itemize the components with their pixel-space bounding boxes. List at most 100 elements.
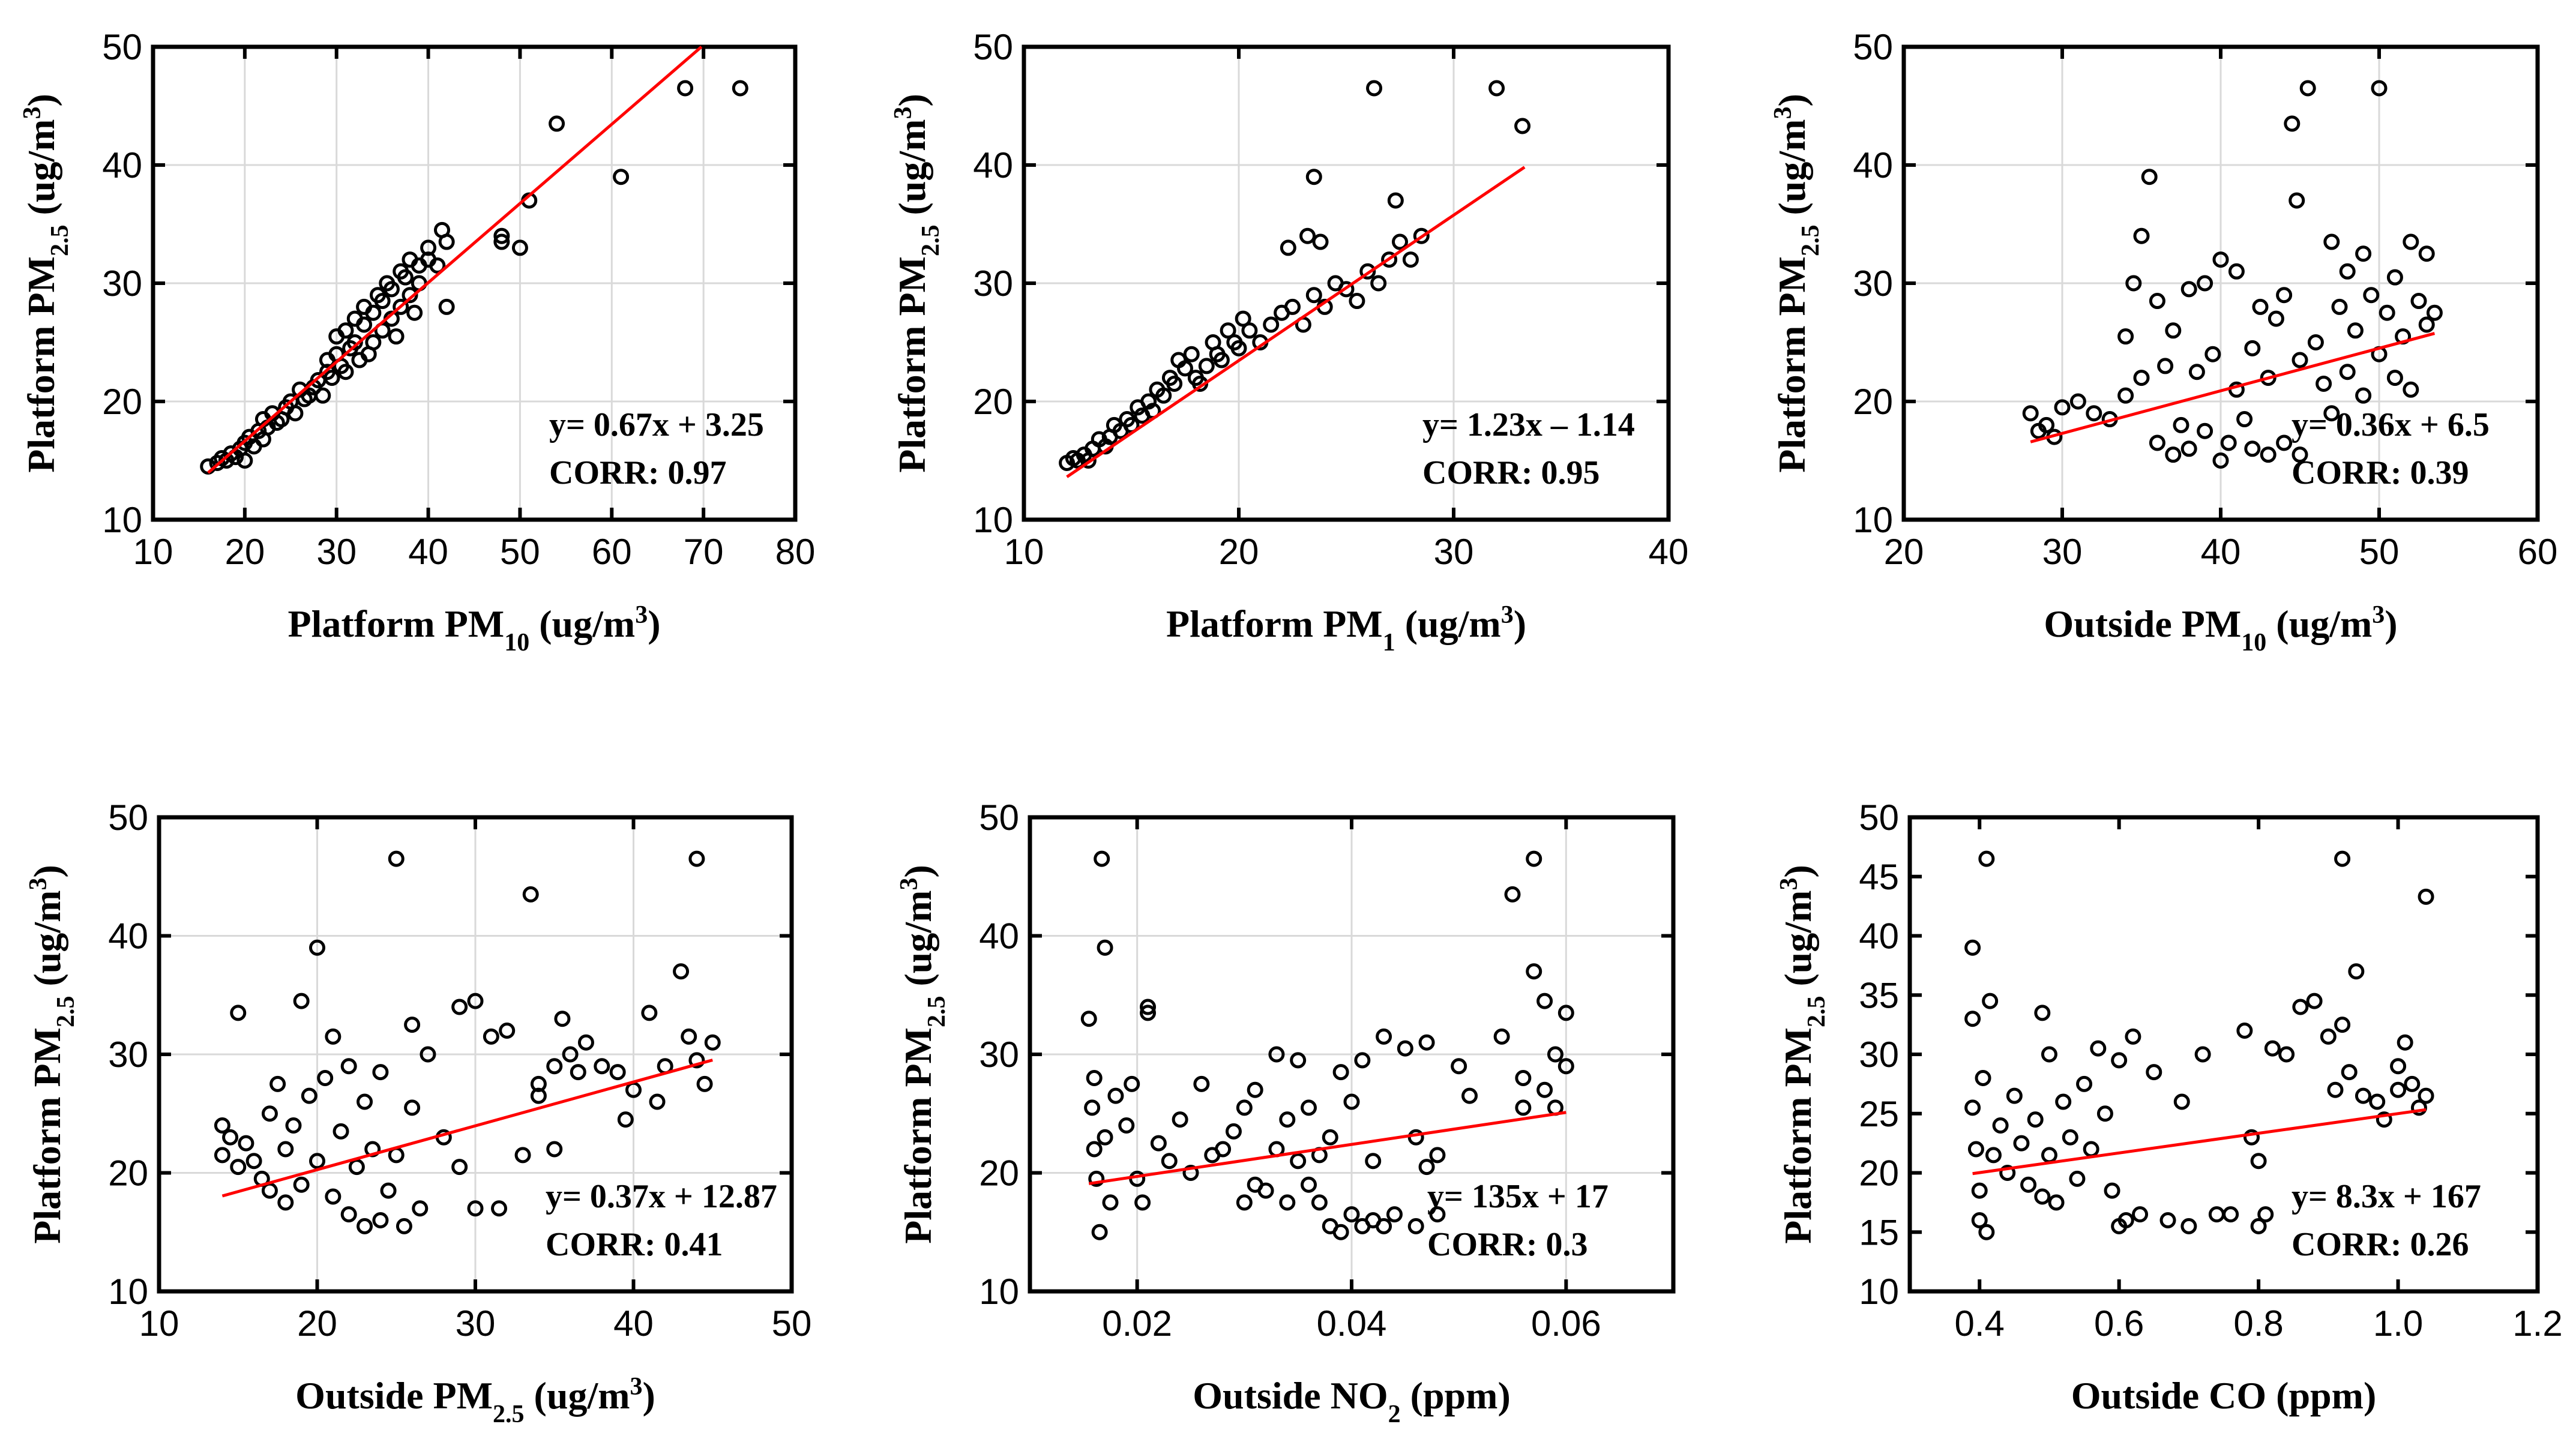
data-point	[2403, 233, 2419, 250]
data-point	[2006, 1087, 2023, 1104]
y-tick-label: 20	[102, 382, 142, 422]
data-point	[467, 1200, 484, 1217]
data-point	[337, 364, 354, 380]
scatter-panel-5: 0.02 0.04 0.06 10 20 30 40 50 Outside NO2 (ppm) P…	[895, 798, 1676, 1428]
data-point	[346, 334, 363, 350]
data-point	[2027, 1111, 2044, 1128]
data-point	[1084, 1099, 1101, 1116]
x-axis-title: Platform PM1 (ug/m3)	[1166, 601, 1526, 656]
data-point	[2038, 416, 2055, 433]
x-tick-label: 20	[1219, 532, 1259, 572]
y-tick-label: 10	[979, 1272, 1019, 1312]
regression-equation: y= 0.67x + 3.25	[549, 406, 764, 443]
data-point	[1193, 1075, 1210, 1092]
y-axis-title: Platform PM2.5 (ug/m3)	[25, 865, 80, 1244]
data-point	[222, 1129, 239, 1146]
correlation-label: CORR: 0.3	[1427, 1226, 1588, 1263]
data-point	[2173, 416, 2189, 433]
data-point	[348, 1159, 365, 1176]
data-point	[2076, 1075, 2093, 1092]
data-point	[1241, 322, 1258, 339]
data-point	[511, 239, 528, 256]
data-point	[2418, 888, 2434, 905]
data-point	[230, 1159, 247, 1176]
data-point	[546, 1141, 563, 1158]
correlation-label: CORR: 0.97	[549, 454, 727, 491]
data-point	[2323, 233, 2340, 250]
data-point	[372, 1212, 389, 1228]
data-point	[2371, 80, 2388, 97]
data-point	[2062, 1129, 2078, 1146]
data-point	[325, 1028, 342, 1045]
data-point	[1299, 227, 1316, 244]
data-point	[2426, 304, 2443, 321]
y-axis-title: Platform PM2.5 (ug/m3)	[1769, 94, 1825, 473]
x-tick-label: 10	[133, 532, 173, 572]
data-point	[1366, 80, 1383, 97]
data-point	[2284, 115, 2301, 132]
data-point	[2197, 275, 2213, 292]
data-point	[2117, 328, 2134, 345]
data-point	[1349, 293, 1365, 310]
data-point	[2260, 446, 2277, 463]
data-point	[1493, 1028, 1510, 1045]
data-point	[1140, 1005, 1157, 1021]
data-point	[2228, 263, 2245, 280]
data-point	[2386, 370, 2403, 386]
data-point	[340, 1206, 357, 1223]
data-point	[2132, 1206, 2149, 1223]
x-tick-label: 40	[613, 1303, 654, 1344]
data-point	[2307, 334, 2324, 350]
data-point	[412, 1200, 429, 1217]
data-point	[1183, 346, 1200, 362]
y-tick-label: 50	[102, 27, 142, 67]
y-tick-label: 50	[1859, 798, 1899, 838]
data-point	[673, 963, 690, 980]
data-point	[1413, 227, 1430, 244]
data-point	[530, 1087, 547, 1104]
data-point	[2236, 411, 2253, 428]
regression-equation: y= 1.23x – 1.14	[1422, 406, 1635, 443]
data-point	[641, 1005, 658, 1021]
data-point	[1359, 263, 1376, 280]
data-point	[549, 115, 565, 132]
data-point	[577, 1034, 594, 1051]
y-axis-title: Platform PM2.5 (ug/m3)	[895, 865, 951, 1244]
x-tick-label: 0.02	[1102, 1303, 1172, 1344]
data-point	[1418, 1034, 1435, 1051]
data-point	[1515, 1099, 1532, 1116]
data-point	[287, 405, 304, 422]
x-tick-label: 20	[224, 532, 265, 572]
data-point	[383, 281, 400, 298]
data-point	[1392, 233, 1408, 250]
data-point	[1263, 316, 1280, 333]
y-tick-label: 50	[108, 798, 148, 838]
data-point	[1279, 1194, 1296, 1211]
data-point	[2320, 1028, 2337, 1045]
data-point	[1124, 1075, 1140, 1092]
data-point	[1140, 999, 1157, 1015]
data-point	[1257, 1182, 1274, 1199]
data-point	[451, 999, 468, 1015]
data-point	[2212, 251, 2229, 268]
data-point	[1526, 850, 1542, 867]
data-point	[1280, 239, 1296, 256]
data-point	[2339, 263, 2356, 280]
x-tick-label: 0.8	[2233, 1303, 2283, 1344]
data-point	[493, 227, 510, 244]
y-tick-label: 25	[1859, 1094, 1899, 1134]
x-tick-label: 1.2	[2512, 1303, 2562, 1344]
data-point	[2244, 440, 2261, 457]
data-point	[438, 298, 455, 315]
scatter-panel-6: 0.4 0.6 0.8 1.0 1.2 10 15 20 25 30 35 40 45 50 Outside…	[1775, 798, 2563, 1417]
data-point	[397, 269, 414, 286]
data-point	[1971, 1182, 1988, 1199]
data-point	[365, 334, 382, 350]
data-point	[317, 1070, 334, 1086]
y-tick-label: 40	[102, 145, 142, 185]
data-point	[2133, 227, 2150, 244]
x-tick-label: 30	[456, 1303, 496, 1344]
data-point	[522, 886, 539, 903]
x-tick-label: 50	[500, 532, 540, 572]
data-point	[1086, 1141, 1103, 1158]
